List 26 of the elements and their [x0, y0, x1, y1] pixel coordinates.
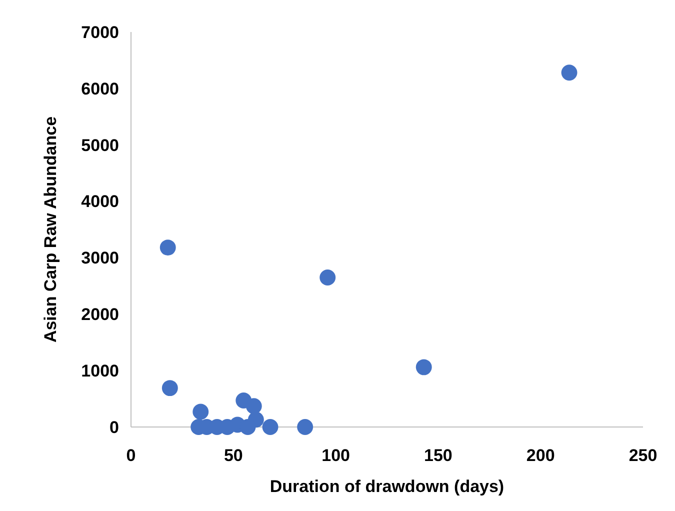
point	[162, 380, 178, 396]
point	[561, 64, 578, 81]
y-axis-title: Asian Carp Raw Abundance	[41, 116, 60, 343]
point	[160, 240, 176, 256]
y-tick-label: 7000	[81, 22, 119, 42]
point	[246, 398, 262, 414]
y-tick-label: 2000	[81, 305, 119, 324]
x-axis-title: Duration of drawdown (days)	[270, 477, 504, 496]
y-tick-label: 6000	[81, 79, 119, 98]
y-tick-label: 5000	[81, 136, 119, 155]
point	[320, 270, 336, 286]
point	[192, 404, 209, 420]
x-tick-label: 0	[126, 446, 136, 465]
point	[262, 419, 278, 435]
point	[416, 359, 432, 376]
x-tick-label: 150	[424, 446, 452, 465]
x-tick-label: 50	[224, 446, 243, 465]
y-tick-label: 1000	[81, 362, 119, 381]
y-tick-label: 0	[110, 418, 119, 437]
point	[240, 419, 256, 435]
point	[297, 419, 314, 435]
x-tick-label: 200	[526, 446, 555, 465]
y-tick-label: 4000	[81, 192, 119, 212]
x-tick-label: 100	[322, 446, 350, 465]
x-tick-label: 250	[628, 446, 658, 465]
y-tick-label: 3000	[81, 248, 119, 268]
